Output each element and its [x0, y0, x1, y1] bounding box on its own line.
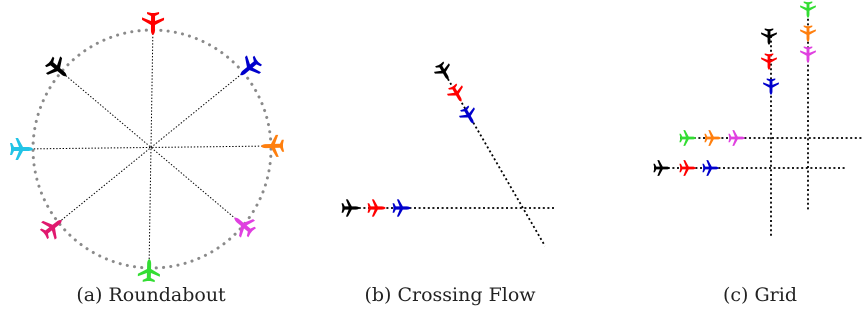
roundabout-caption: (a) Roundabout — [76, 284, 226, 306]
upper-flow-aircraft-icon — [704, 130, 721, 146]
crossing-flow-panel — [341, 59, 554, 247]
aircraft-east-icon — [260, 134, 285, 158]
left-vertical-flow-aircraft-icon — [761, 53, 777, 70]
route-line — [57, 68, 244, 226]
grid-panel — [653, 1, 863, 238]
right-vertical-flow-aircraft-icon — [800, 1, 816, 18]
upper-flow-aircraft-icon — [728, 130, 745, 146]
diagonal-flow-aircraft-icon — [456, 103, 481, 128]
aircraft-south-east-icon — [227, 209, 260, 242]
horizontal-flow-aircraft-icon — [367, 199, 386, 217]
grid-caption: (c) Grid — [722, 284, 798, 306]
lower-flow-aircraft-icon — [679, 160, 696, 176]
aircraft-west-icon — [10, 138, 33, 160]
crossing-flow-aircraft — [341, 59, 481, 217]
route-line — [52, 67, 250, 228]
left-vertical-flow-aircraft-icon — [763, 78, 779, 95]
crossing-flow-caption: (b) Crossing Flow — [364, 284, 536, 306]
left-vertical-flow-aircraft-icon — [761, 28, 777, 45]
lower-flow-aircraft-icon — [653, 160, 670, 176]
grid-aircraft — [653, 1, 816, 176]
roundabout-panel — [10, 11, 285, 283]
aircraft-south-west-icon — [36, 211, 69, 244]
roundabout-route-lines — [21, 23, 273, 271]
route-line — [21, 145, 273, 150]
aircraft-south-icon — [137, 258, 161, 283]
lower-flow-aircraft-icon — [702, 160, 719, 176]
route-line — [148, 23, 154, 271]
right-vertical-flow-aircraft-icon — [800, 46, 816, 63]
aircraft-north-west-icon — [41, 52, 74, 85]
right-vertical-flow-aircraft-icon — [800, 25, 816, 42]
diagonal-flow-aircraft-icon — [444, 81, 469, 106]
horizontal-flow-aircraft-icon — [392, 199, 411, 217]
upper-flow-aircraft-icon — [679, 130, 696, 146]
roundabout-ring — [31, 28, 273, 270]
horizontal-flow-aircraft-icon — [341, 199, 360, 217]
diagonal-flow-aircraft-icon — [431, 59, 456, 84]
